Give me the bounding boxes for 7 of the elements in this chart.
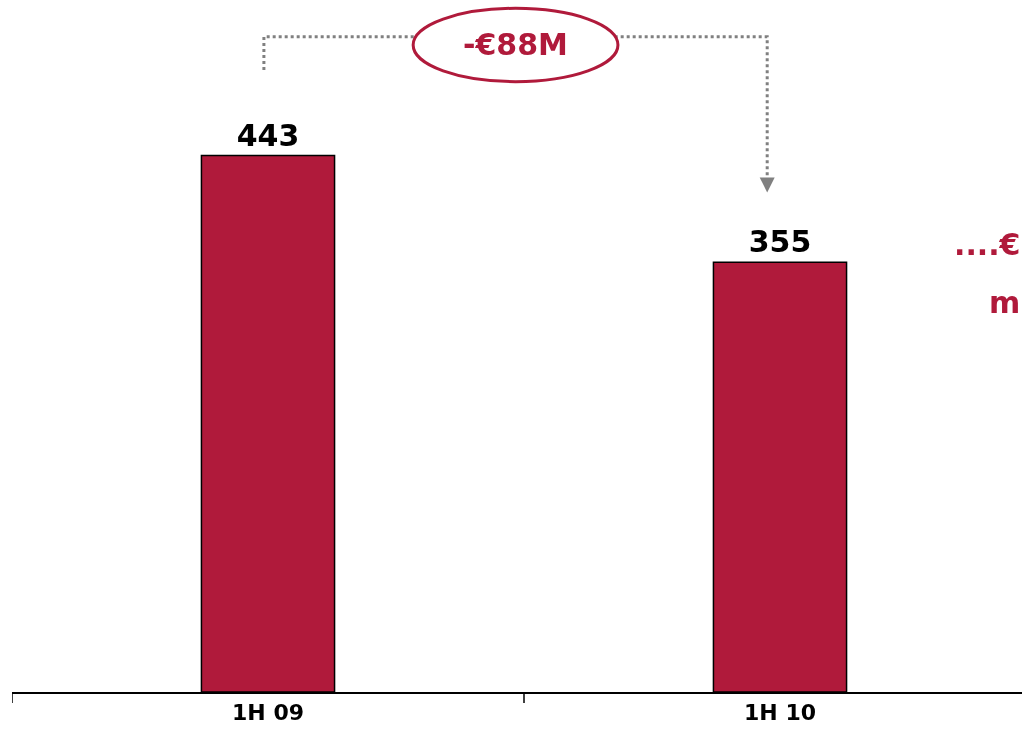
x-tick-label: 1H 10 [744, 700, 816, 726]
text: -€88M [463, 27, 568, 62]
annotation: m [989, 285, 1021, 320]
x-tick-label: 1H 09 [232, 700, 304, 726]
annotation: ....€ [954, 227, 1021, 262]
data-label: 355 [748, 224, 812, 260]
data-label: 443 [236, 117, 300, 153]
